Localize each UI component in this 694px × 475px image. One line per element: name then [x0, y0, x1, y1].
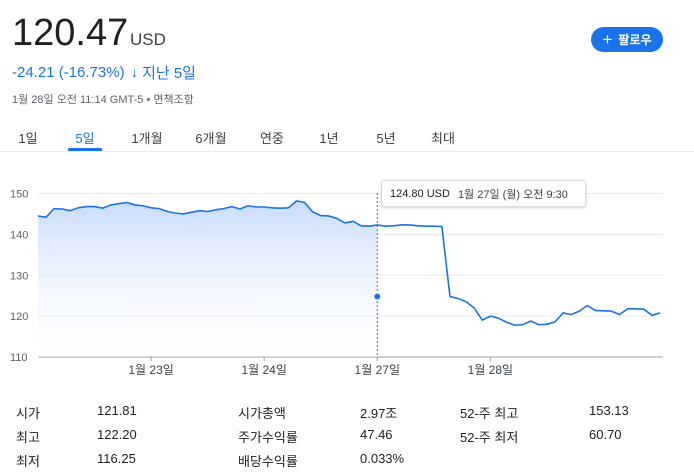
- stat-label-market-cap: 시가총액: [238, 406, 286, 421]
- tab-5y[interactable]: 5년: [376, 131, 396, 146]
- stat-label-52w-low: 52-주 최저: [460, 430, 519, 445]
- y-tick-label: 120: [10, 311, 28, 323]
- currency-label: USD: [130, 30, 166, 49]
- disclaimer-link[interactable]: 면책조항: [153, 94, 194, 106]
- tooltip-price: 124.80 USD: [390, 187, 450, 200]
- stat-value-dividend-yield: 0.033%: [360, 451, 405, 466]
- price-line: [37, 200, 661, 326]
- stat-value-open: 121.81: [97, 403, 137, 418]
- stat-label-open: 시가: [16, 406, 40, 421]
- x-tick-label: 1월 24일: [241, 363, 286, 377]
- x-tick-label: 1월 27일: [355, 363, 400, 377]
- separator-dot: •: [146, 94, 154, 106]
- stat-value-low: 116.25: [97, 451, 136, 466]
- y-tick-label: 110: [10, 352, 28, 364]
- price-change-value: -24.21 (-16.73%): [12, 64, 125, 81]
- tab-1d[interactable]: 1일: [18, 131, 38, 146]
- timestamp-row: 1월 28일 오전 11:14 GMT-5 • 면책조항: [12, 91, 194, 107]
- current-price: 120.47: [12, 12, 129, 54]
- follow-button-label: 팔로우: [618, 33, 652, 47]
- stat-value-market-cap: 2.97조: [360, 406, 398, 421]
- stat-label-low: 최저: [16, 454, 40, 469]
- highlight-dot: [373, 292, 382, 301]
- stat-value-pe-ratio: 47.46: [360, 427, 393, 442]
- stat-label-pe-ratio: 주가수익률: [238, 430, 298, 445]
- x-tick-label: 1월 23일: [128, 363, 173, 377]
- tab-6m[interactable]: 6개월: [195, 131, 227, 146]
- price-change: -24.21 (-16.73%) ↓ 지난 5일: [12, 62, 196, 83]
- arrow-down-icon: ↓: [130, 64, 139, 81]
- tab-ytd[interactable]: 연중: [260, 131, 284, 146]
- tab-5d[interactable]: 5일: [75, 131, 95, 146]
- y-tick-label: 130: [10, 270, 28, 282]
- timestamp: 1월 28일 오전 11:14 GMT-5: [12, 94, 144, 106]
- tab-max[interactable]: 최대: [431, 131, 455, 146]
- tab-divider: [0, 151, 694, 152]
- y-tick-label: 140: [10, 229, 28, 241]
- stat-label-dividend-yield: 배당수익률: [238, 454, 298, 469]
- stat-label-high: 최고: [16, 430, 40, 445]
- tab-1m[interactable]: 1개월: [131, 131, 163, 146]
- period-label: 지난 5일: [142, 65, 196, 82]
- area-fill: [38, 200, 378, 357]
- price-chart[interactable]: 110 120 130 140 150 1월 23일 1월 24일 1월 27일 1월 28일: [0, 175, 694, 380]
- plus-icon: +: [602, 30, 613, 49]
- y-tick-label: 150: [10, 189, 28, 201]
- tab-1y[interactable]: 1년: [319, 131, 339, 146]
- stat-value-52w-low: 60.70: [589, 427, 622, 442]
- stat-value-high: 122.20: [97, 427, 137, 442]
- follow-button[interactable]: + 팔로우: [591, 27, 663, 52]
- active-tab-indicator: [68, 148, 102, 151]
- range-tabs: 1일 5일 1개월 6개월 연중 1년 5년 최대: [0, 120, 694, 154]
- x-tick-label: 1월 28일: [468, 363, 513, 377]
- chart-tooltip: 124.80 USD 1월 27일 (월) 오전 9:30: [381, 180, 586, 207]
- stat-value-52w-high: 153.13: [589, 403, 629, 418]
- tooltip-date: 1월 27일 (월) 오전 9:30: [457, 188, 568, 201]
- stat-label-52w-high: 52-주 최고: [460, 406, 519, 421]
